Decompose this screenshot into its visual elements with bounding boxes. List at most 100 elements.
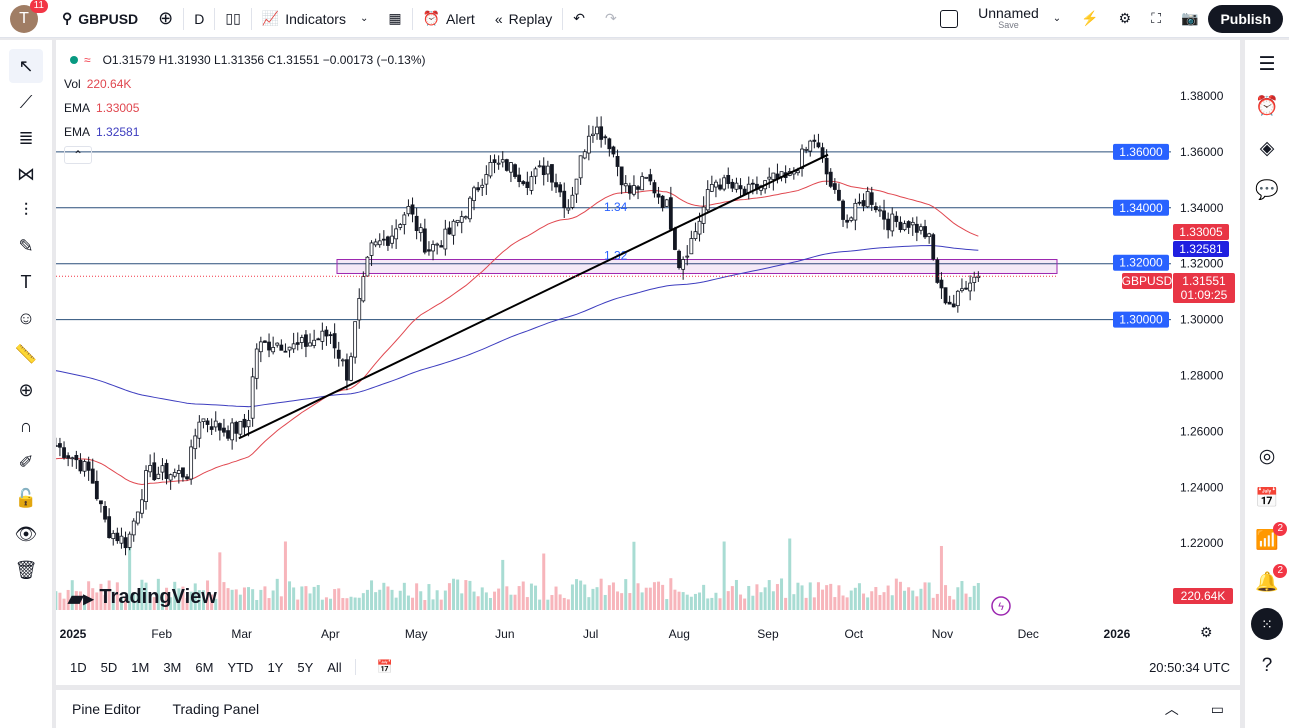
expand-panel-button[interactable]: ︿ [1149, 699, 1195, 719]
range-3m[interactable]: 3M [163, 659, 182, 675]
hide-tool[interactable]: 👁 [9, 517, 43, 551]
symbol-search[interactable]: ⚲ GBPUSD [62, 10, 139, 27]
interval-button[interactable]: D [194, 10, 205, 27]
notifications-button[interactable]: 🔔 2 [1249, 564, 1287, 600]
candle-body [267, 341, 271, 351]
compare-symbol-button[interactable]: ⊕ [148, 0, 183, 38]
lock-tool[interactable]: 🔓 [9, 481, 43, 515]
fullscreen-button[interactable]: ⛶ [1141, 0, 1171, 38]
candle-body [127, 533, 132, 548]
time-tick: 2025 [60, 627, 87, 641]
pattern-tool[interactable]: ⋈ [9, 157, 43, 191]
fib-tool[interactable]: ≣ [9, 121, 43, 155]
price-tick: 1.32000 [1180, 257, 1224, 271]
broadcast-icon: 📶 [1255, 530, 1279, 551]
clock[interactable]: 20:50:34 UTC [1149, 659, 1230, 675]
volume-bar [374, 592, 378, 610]
apps-button[interactable]: ⁙ [1249, 606, 1285, 642]
text-tool[interactable]: T [9, 265, 43, 299]
forecast-tool[interactable]: ⫶ [9, 193, 43, 227]
snapshot-button[interactable]: 📷 [1171, 0, 1208, 38]
candle-body [209, 426, 214, 430]
data-window-button[interactable]: ◈ [1249, 130, 1285, 166]
candle-body [324, 329, 329, 337]
goto-date-button[interactable]: 📅 [354, 659, 407, 675]
candle-body [66, 455, 71, 459]
candle-body [652, 182, 657, 194]
range-1y[interactable]: 1Y [267, 659, 284, 675]
chart-pane[interactable]: 1.38000 1.36000 1.34000 1.32000 1.30000 1.280… [56, 40, 1240, 685]
range-1d[interactable]: 1D [70, 659, 87, 675]
volume-bar [423, 599, 427, 610]
candle-body [808, 140, 813, 152]
range-ytd[interactable]: YTD [227, 659, 254, 675]
volume-bar [119, 598, 123, 610]
stay-drawing-tool[interactable]: ✐ [9, 445, 43, 479]
undo-button[interactable]: ↶ [563, 0, 595, 38]
alerts-button[interactable]: ⏰ [1249, 88, 1285, 124]
symbol-price-label-bg [1122, 273, 1172, 289]
chart-type-button[interactable]: ▯▯ [215, 0, 250, 38]
alert-button[interactable]: ⏰ Alert [422, 10, 475, 27]
volume-bar [751, 595, 755, 610]
list-icon: ☰ [1258, 53, 1276, 75]
price-chart[interactable]: 1.38000 1.36000 1.34000 1.32000 1.30000 1.280… [56, 40, 1240, 650]
trendline-tool[interactable]: ⟋ [9, 85, 43, 119]
candle-body [189, 446, 194, 480]
time-axis-settings-button[interactable]: ⚙ [1200, 624, 1213, 641]
candle-body [709, 184, 714, 192]
help-button[interactable]: ? [1249, 648, 1285, 684]
hotlists-button[interactable]: ◎ [1249, 438, 1285, 474]
volume-bar [402, 582, 406, 610]
range-5d[interactable]: 5D [100, 659, 118, 675]
range-1m[interactable]: 1M [131, 659, 150, 675]
collapse-legend-button[interactable]: ⌃ [64, 146, 92, 164]
volume-bar [279, 596, 283, 610]
volume-bar [83, 597, 87, 610]
volume-bar [337, 588, 341, 610]
watchlist-button[interactable]: ☰ [1249, 46, 1285, 82]
candle-body [796, 170, 800, 174]
user-avatar[interactable]: T 11 [10, 0, 48, 33]
candle-body [878, 209, 882, 212]
volume-bar [169, 597, 173, 610]
templates-button[interactable]: ▦ [378, 0, 411, 38]
delete-tool[interactable]: 🗑 [9, 553, 43, 587]
measure-tool[interactable]: 📏 [9, 337, 43, 371]
settings-button[interactable]: ⚙ [1109, 0, 1142, 38]
zoom-tool[interactable]: ⊕ [9, 373, 43, 407]
magnet-tool[interactable]: ∩ [9, 409, 43, 443]
chat-button[interactable]: 💬 [1249, 172, 1285, 208]
volume-bar [964, 593, 968, 610]
quick-search-button[interactable]: ⚡ [1071, 0, 1108, 38]
right-sidebar: ☰ ⏰ ◈ 💬 ◎ 📅 📶 2 🔔 2 ⁙ ? [1245, 40, 1289, 728]
volume-bar [870, 591, 874, 610]
range-5y[interactable]: 5Y [297, 659, 314, 675]
candle-body [439, 245, 444, 248]
publish-button[interactable]: Publish [1208, 4, 1283, 33]
candle-body [890, 213, 895, 232]
brush-tool[interactable]: ✎ [9, 229, 43, 263]
candle-body [340, 359, 345, 362]
line-icon: ⟋ [19, 91, 33, 112]
range-all[interactable]: All [327, 659, 342, 675]
redo-button[interactable]: ↷ [595, 0, 627, 38]
layout-select[interactable]: Unnamed Save ⌄ [930, 0, 1071, 38]
emoji-tool[interactable]: ☺ [9, 301, 43, 335]
tab-pine-editor[interactable]: Pine Editor [72, 701, 141, 717]
maximize-panel-button[interactable]: ▭ [1195, 701, 1240, 718]
signals-button[interactable]: 📶 2 [1249, 522, 1287, 558]
calendar-button[interactable]: 📅 [1249, 480, 1285, 516]
volume-bar [657, 581, 661, 610]
candle-body [668, 197, 673, 230]
tab-trading-panel[interactable]: Trading Panel [172, 701, 260, 717]
volume-bar [611, 582, 615, 610]
forecast-icon: ⫶ [23, 199, 29, 220]
candle-body [734, 182, 739, 190]
candle-body [562, 190, 567, 209]
replay-button[interactable]: «Replay [494, 10, 553, 27]
cursor-tool[interactable]: ↖ [9, 49, 43, 83]
candle-body [964, 287, 968, 290]
indicators-button[interactable]: 📈 Indicators ⌄ [261, 10, 369, 27]
range-6m[interactable]: 6M [195, 659, 214, 675]
